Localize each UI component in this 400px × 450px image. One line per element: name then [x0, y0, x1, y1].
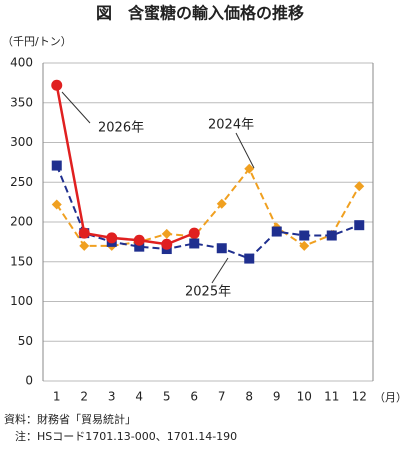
- marker: [79, 240, 90, 251]
- leader-line: [211, 257, 229, 284]
- x-tick-label: 1: [53, 390, 61, 404]
- marker: [354, 220, 365, 231]
- series-label: 2025年: [185, 285, 231, 300]
- marker: [51, 79, 63, 91]
- marker: [299, 240, 310, 251]
- x-tick-label: 4: [135, 390, 143, 404]
- x-tick-label: 9: [273, 390, 281, 404]
- marker: [133, 234, 145, 246]
- marker: [161, 228, 172, 239]
- marker: [189, 238, 200, 249]
- series-label: 2026年: [98, 121, 144, 136]
- marker: [271, 226, 282, 237]
- marker: [244, 253, 255, 264]
- y-tick-label: 150: [10, 254, 33, 268]
- note: 資料：財務省「貿易統計」: [4, 412, 136, 426]
- series-line: [55, 165, 360, 260]
- x-tick-label: 3: [108, 390, 116, 404]
- series-line: [55, 166, 361, 247]
- x-tick-label: 12: [352, 390, 367, 404]
- y-tick-label: 250: [10, 175, 33, 189]
- marker: [326, 230, 337, 241]
- y-unit: （千円/トン）: [2, 35, 72, 48]
- leader-line: [61, 91, 91, 124]
- marker: [161, 238, 173, 250]
- y-tick-label: 100: [10, 294, 33, 308]
- marker: [354, 181, 365, 192]
- marker: [78, 227, 90, 239]
- y-tick-label: 0: [25, 374, 33, 388]
- x-tick-label: 5: [163, 390, 171, 404]
- x-unit: （月）: [374, 391, 400, 404]
- marker: [299, 230, 310, 241]
- marker: [216, 243, 227, 254]
- y-tick-label: 350: [10, 95, 33, 109]
- note: 注：HSコード1701.13-000、1701.14-190: [4, 429, 237, 443]
- marker: [188, 227, 200, 239]
- x-tick-label: 10: [297, 390, 312, 404]
- x-tick-label: 6: [190, 390, 198, 404]
- marker: [244, 163, 255, 174]
- y-tick-label: 200: [10, 215, 33, 229]
- chart-title: 図 含蜜糖の輸入価格の推移: [96, 4, 304, 23]
- marker: [106, 232, 118, 244]
- marker: [134, 241, 145, 252]
- marker: [51, 160, 62, 171]
- x-tick-label: 11: [324, 390, 339, 404]
- series-label: 2024年: [208, 118, 254, 133]
- leader-line: [235, 132, 255, 169]
- y-tick-label: 50: [18, 334, 33, 348]
- marker: [51, 199, 62, 210]
- marker: [216, 198, 227, 209]
- y-tick-label: 300: [10, 135, 33, 149]
- x-tick-label: 7: [218, 390, 226, 404]
- x-tick-label: 8: [245, 390, 253, 404]
- y-tick-label: 400: [10, 56, 33, 70]
- x-tick-label: 2: [80, 390, 88, 404]
